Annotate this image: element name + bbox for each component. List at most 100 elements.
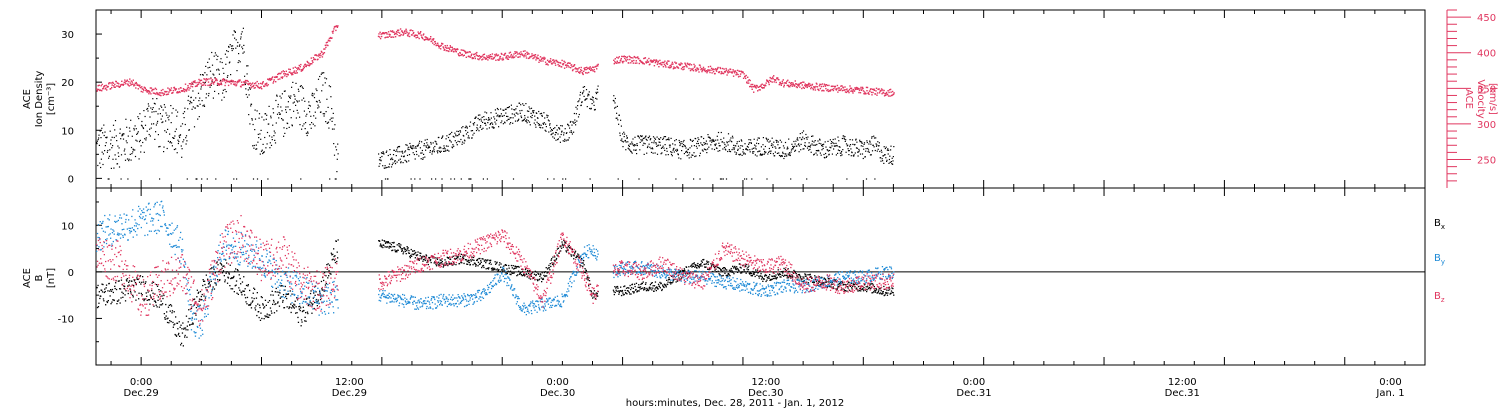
bx-point — [384, 242, 387, 244]
velocity-point — [185, 90, 188, 92]
bx-point — [744, 271, 746, 273]
velocity-point — [509, 56, 511, 58]
bx-point — [430, 261, 432, 264]
density-point — [745, 147, 747, 150]
density-point — [226, 56, 228, 58]
density-point — [871, 150, 874, 152]
velocity-point — [244, 80, 246, 83]
density-point — [144, 124, 147, 126]
density-point — [655, 143, 657, 145]
velocity-point — [472, 57, 474, 60]
density-point — [243, 51, 245, 53]
density-point — [687, 152, 689, 154]
velocity-point — [109, 82, 111, 84]
bx-point — [278, 291, 280, 293]
density-point — [153, 111, 155, 113]
density-point — [435, 178, 437, 180]
velocity-point — [199, 79, 202, 82]
velocity-point — [823, 90, 825, 92]
velocity-point — [221, 80, 223, 82]
density-point — [133, 129, 135, 131]
density-point — [201, 74, 204, 76]
bx-point — [263, 307, 265, 309]
bx-point — [463, 257, 465, 259]
velocity-point — [554, 62, 556, 64]
bx-point — [119, 302, 121, 304]
density-point — [185, 135, 188, 137]
velocity-point — [616, 56, 618, 59]
bx-point — [436, 257, 438, 259]
density-point — [164, 130, 166, 132]
bx-point — [99, 297, 101, 300]
velocity-point — [477, 58, 479, 60]
bx-point — [838, 282, 841, 285]
bx-point — [435, 265, 438, 267]
bx-point — [539, 273, 541, 275]
velocity-point — [111, 86, 113, 89]
bx-point — [218, 279, 221, 282]
velocity-point — [880, 88, 883, 90]
density-point — [445, 145, 448, 147]
velocity-point — [664, 60, 666, 62]
bx-point — [707, 268, 709, 270]
density-point — [643, 153, 645, 155]
velocity-point — [442, 46, 444, 48]
bx-point — [235, 284, 237, 286]
velocity-point — [482, 58, 484, 60]
density-point — [838, 146, 840, 148]
density-point — [722, 178, 724, 180]
bx-point — [328, 275, 330, 277]
density-point — [801, 138, 803, 140]
density-point — [882, 155, 884, 157]
density-point — [513, 109, 515, 111]
density-point — [283, 127, 285, 129]
density-point — [136, 133, 138, 135]
density-point — [619, 134, 621, 137]
velocity-point — [878, 88, 880, 90]
velocity-point — [786, 84, 788, 87]
bx-point — [185, 315, 188, 317]
density-point — [419, 140, 421, 142]
velocity-point — [646, 61, 648, 63]
velocity-point — [733, 72, 736, 74]
density-point — [421, 149, 423, 152]
density-point — [873, 146, 875, 148]
density-point — [126, 126, 128, 128]
bx-point — [540, 277, 542, 279]
density-point — [854, 143, 856, 146]
velocity-point — [320, 50, 323, 53]
velocity-point — [411, 34, 413, 36]
density-point — [282, 119, 284, 121]
density-point — [155, 110, 157, 113]
density-point — [395, 150, 397, 152]
velocity-point — [383, 32, 386, 34]
bx-point — [548, 264, 550, 267]
bx-point — [313, 292, 315, 294]
bx-point — [261, 317, 263, 320]
bx-point — [151, 282, 153, 284]
velocity-point — [819, 83, 821, 85]
density-point — [280, 106, 282, 108]
bx-point — [617, 287, 619, 289]
velocity-point — [162, 94, 165, 96]
bx-point — [728, 273, 730, 276]
velocity-point — [664, 64, 667, 67]
bx-point — [184, 336, 186, 338]
bx-point — [163, 313, 165, 315]
density-point — [721, 178, 723, 180]
velocity-point — [414, 35, 416, 38]
density-point — [96, 140, 98, 142]
bx-point — [392, 249, 394, 251]
density-point — [215, 54, 217, 56]
density-point — [224, 88, 226, 91]
density-point — [518, 102, 521, 104]
density-point — [547, 178, 549, 180]
density-point — [720, 131, 722, 134]
density-point — [98, 134, 100, 136]
bx-point — [633, 291, 635, 293]
velocity-point — [477, 55, 479, 57]
velocity-point — [782, 79, 784, 81]
velocity-point — [290, 72, 292, 75]
density-point — [813, 154, 815, 156]
density-point — [180, 125, 182, 127]
